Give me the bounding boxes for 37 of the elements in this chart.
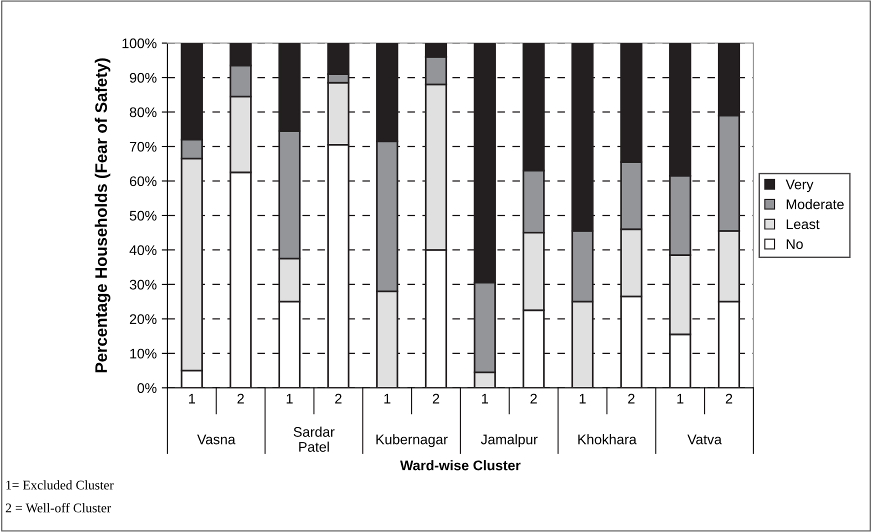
legend-label: Least [786,219,820,230]
text: 2 = Well-off Cluster [6,503,112,512]
y-tick-label: 80% [130,107,157,118]
x-tick-label: 2 [335,394,342,404]
x-tick-label: 1 [384,394,390,404]
x-tick-label: 1 [677,394,684,404]
legend-label: No [786,239,803,250]
y-tick-label: 70% [130,142,157,152]
y-tick-label: 50% [130,210,157,221]
y-axis-title: Percentage Households (Fear of Safety) [94,58,110,372]
y-tick-label: 10% [130,348,157,359]
x-axis-title: Ward-wise Cluster [400,460,521,470]
y-tick-label: 40% [130,245,157,256]
text: Vatva [687,434,722,444]
text: 1= Excluded Cluster [6,480,114,490]
text: Jamalpur [480,434,538,448]
legend-label: Moderate [786,199,844,210]
x-tick-label: 2 [238,394,244,404]
legend-label: Very [786,180,814,192]
y-tick-label: 60% [130,176,157,186]
text: Kubernagar [376,434,448,448]
text: Sardar Patel [294,426,335,452]
y-tick-label: 20% [130,314,157,324]
x-tick-label: 2 [530,394,537,404]
y-tick-label: 30% [130,280,157,290]
x-tick-label: 2 [726,394,732,404]
x-tick-label: 2 [628,394,634,404]
x-tick-label: 1 [286,394,293,404]
x-tick-label: 1 [482,394,488,404]
y-tick-label: 90% [130,72,157,83]
text: Vasna [197,434,236,444]
x-tick-label: 1 [189,394,196,404]
text: Khokhara [578,434,637,444]
y-tick-label: 0% [137,383,157,393]
x-tick-label: 2 [432,394,440,404]
y-tick-label: 100% [122,38,157,48]
x-tick-label: 1 [580,394,586,404]
